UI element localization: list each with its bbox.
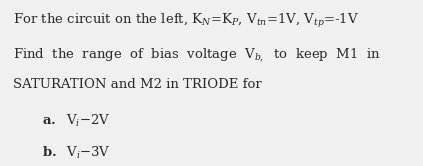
Text: Find  the  range  of  bias  voltage  V$_{b,}$  to  keep  M1  in: Find the range of bias voltage V$_{b,}$ … [13,46,380,63]
Text: $\mathbf{a.}$  V$_i$$-$2V: $\mathbf{a.}$ V$_i$$-$2V [42,113,111,129]
Text: SATURATION and M2 in TRIODE for: SATURATION and M2 in TRIODE for [13,78,261,91]
Text: For the circuit on the left, K$_N$=K$_P$, V$_{tn}$=1V, V$_{tp}$=-1V: For the circuit on the left, K$_N$=K$_P$… [13,12,359,30]
Text: $\mathbf{b.}$  V$_i$$-$3V: $\mathbf{b.}$ V$_i$$-$3V [42,144,111,161]
